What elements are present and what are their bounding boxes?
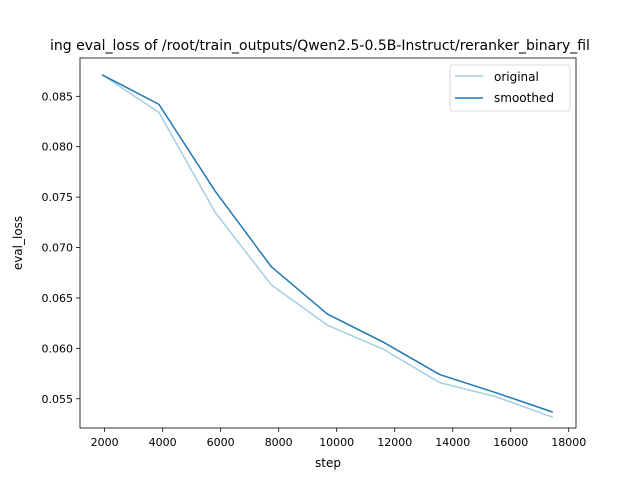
x-tick-label: 18000 [551, 436, 586, 449]
legend-label-smoothed: smoothed [494, 91, 554, 105]
series-layer [101, 74, 553, 418]
y-tick-label: 0.055 [42, 393, 74, 406]
x-tick-label: 4000 [149, 436, 177, 449]
y-axis-ticks: 0.055 0.060 0.065 0.070 0.075 0.080 0.085 [42, 90, 80, 406]
x-tick-label: 14000 [435, 436, 470, 449]
x-axis-label: step [315, 456, 341, 470]
legend: original smoothed [449, 64, 571, 112]
chart-title: ing eval_loss of /root/train_outputs/Qwe… [50, 38, 590, 54]
series-line-original [101, 74, 553, 418]
x-tick-label: 16000 [493, 436, 528, 449]
y-tick-label: 0.085 [42, 90, 74, 103]
y-tick-label: 0.060 [42, 342, 74, 355]
x-tick-label: 12000 [377, 436, 412, 449]
y-tick-label: 0.075 [42, 191, 74, 204]
plot-frame [79, 57, 577, 429]
x-axis-ticks: 2000 4000 6000 8000 10000 12000 14000 16000 1800… [91, 428, 586, 449]
legend-label-original: original [494, 70, 539, 84]
series-line-smoothed [101, 74, 553, 413]
x-tick-label: 2000 [91, 436, 119, 449]
y-tick-label: 0.080 [42, 141, 74, 154]
x-tick-label: 8000 [265, 436, 293, 449]
y-tick-label: 0.065 [42, 292, 74, 305]
x-tick-label: 6000 [207, 436, 235, 449]
y-tick-label: 0.070 [42, 242, 74, 255]
y-axis-label: eval_loss [11, 216, 25, 270]
x-tick-label: 10000 [319, 436, 354, 449]
